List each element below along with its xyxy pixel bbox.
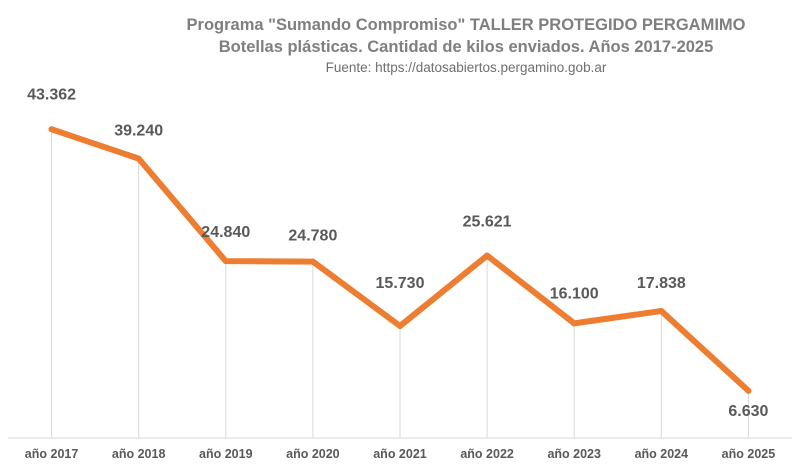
data-label: 39.240 bbox=[114, 123, 163, 140]
data-label: 15.730 bbox=[376, 275, 425, 292]
data-point bbox=[135, 155, 142, 162]
x-tick-label: año 2017 bbox=[25, 447, 79, 461]
x-tick-label: año 2024 bbox=[635, 447, 689, 461]
data-label: 24.840 bbox=[201, 224, 250, 241]
data-label: 6.630 bbox=[728, 403, 768, 420]
data-point bbox=[484, 252, 491, 259]
data-point bbox=[658, 307, 665, 314]
x-tick-label: año 2020 bbox=[286, 447, 340, 461]
data-point bbox=[222, 258, 229, 265]
data-label: 17.838 bbox=[637, 275, 686, 292]
data-label: 25.621 bbox=[463, 214, 512, 231]
data-point bbox=[745, 387, 752, 394]
x-tick-label: año 2019 bbox=[199, 447, 253, 461]
x-tick-label: año 2018 bbox=[112, 447, 166, 461]
data-point bbox=[309, 258, 316, 265]
x-tick-label: año 2023 bbox=[547, 447, 601, 461]
chart-subtitle: Botellas plásticas. Cantidad de kilos en… bbox=[218, 38, 714, 56]
data-label: 16.100 bbox=[550, 285, 599, 302]
data-label: 43.362 bbox=[27, 86, 76, 103]
chart-source: Fuente: https://datosabiertos.pergamino.… bbox=[325, 60, 607, 75]
data-point bbox=[397, 323, 403, 330]
x-tick-label: año 2025 bbox=[722, 447, 776, 461]
x-tick-label: año 2021 bbox=[373, 447, 427, 461]
x-tick-label: año 2022 bbox=[460, 447, 514, 461]
data-point bbox=[571, 320, 578, 327]
data-point bbox=[48, 126, 55, 133]
data-label: 24.780 bbox=[288, 228, 337, 245]
chart-title: Programa "Sumando Compromiso" TALLER PRO… bbox=[186, 16, 746, 34]
chart-title-block: Programa "Sumando Compromiso" TALLER PRO… bbox=[0, 14, 797, 78]
